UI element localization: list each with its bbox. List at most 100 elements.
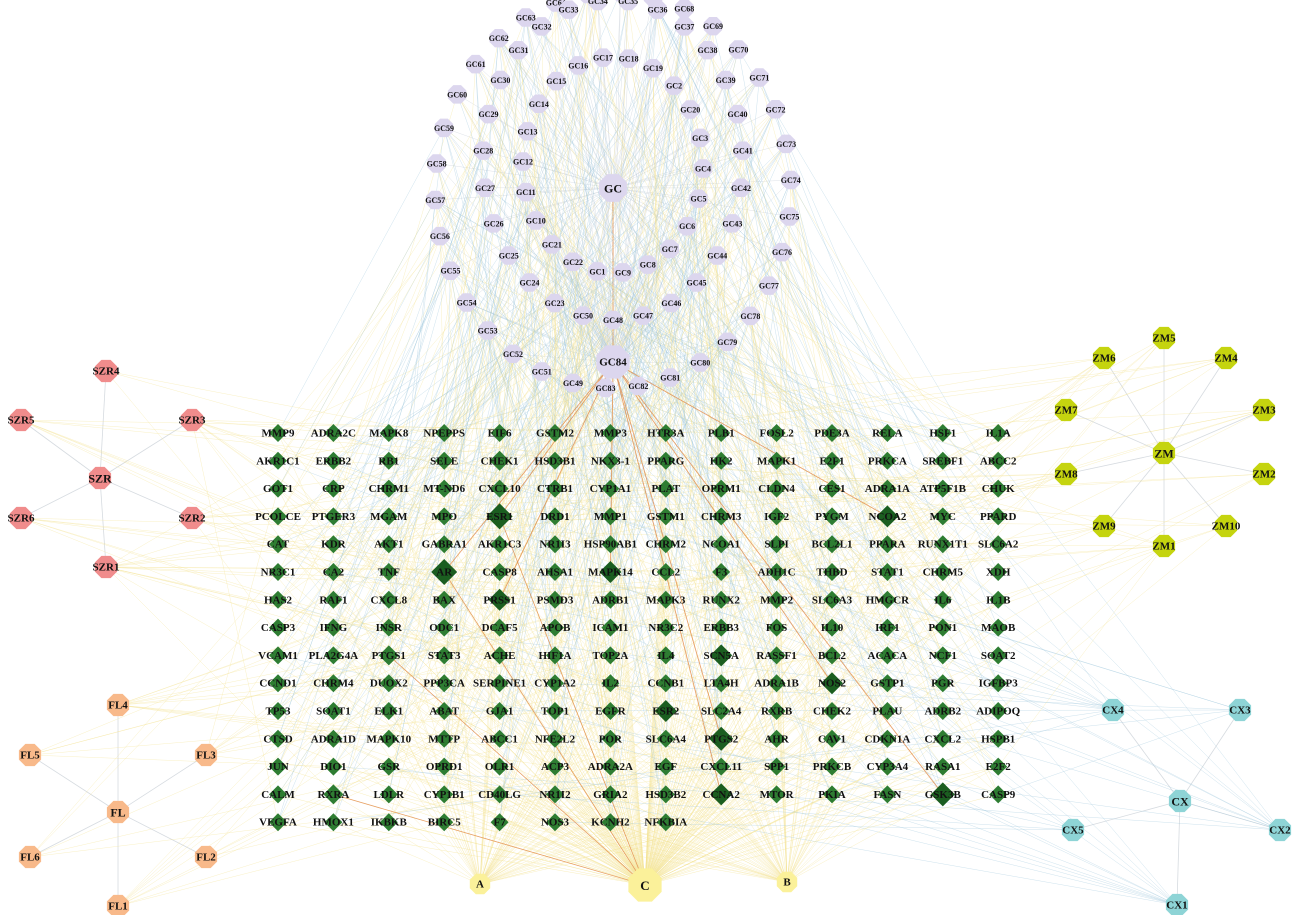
node-gc42[interactable]: GC42 <box>731 178 751 198</box>
node-gc8[interactable]: GC8 <box>638 255 658 274</box>
node-sele[interactable]: SELE <box>430 451 458 470</box>
node-il10[interactable]: IL10 <box>821 618 844 637</box>
node-duox2[interactable]: DUOX2 <box>370 674 408 693</box>
node-mapk1[interactable]: MAPK1 <box>757 451 796 470</box>
node-adrb2[interactable]: ADRB2 <box>924 702 962 720</box>
node-f7[interactable]: F7 <box>490 813 509 832</box>
node-gc73[interactable]: GC73 <box>776 134 796 154</box>
node-elk1[interactable]: ELK1 <box>374 702 403 720</box>
node-gsr[interactable]: GSR <box>377 757 401 776</box>
node-gc70[interactable]: GC70 <box>728 40 748 59</box>
node-apob[interactable]: APOB <box>540 618 571 637</box>
node-maob[interactable]: MAOB <box>981 618 1016 637</box>
node-cxcl10[interactable]: CXCL10 <box>479 479 522 498</box>
node-lta4h[interactable]: LTA4H <box>704 674 739 693</box>
node-gc60[interactable]: GC60 <box>447 85 467 104</box>
node-fl[interactable]: FL <box>106 800 130 824</box>
node-adrb1[interactable]: ADRB1 <box>592 590 629 609</box>
node-egf[interactable]: EGF <box>654 757 677 776</box>
node-mttp[interactable]: MTTP <box>428 729 460 748</box>
node-gstm2[interactable]: GSTM2 <box>536 424 574 442</box>
node-hif1a[interactable]: HIF1A <box>539 646 572 665</box>
node-cx3[interactable]: CX3 <box>1228 698 1251 722</box>
node-akr1c3[interactable]: AKR1C3 <box>478 535 522 554</box>
node-gc61[interactable]: GC61 <box>466 54 486 74</box>
node-pparg[interactable]: PPARG <box>647 451 685 470</box>
node-top2a[interactable]: TOP2A <box>592 646 628 665</box>
node-pon1[interactable]: PON1 <box>928 618 957 637</box>
node-adra1a[interactable]: ADRA1A <box>865 479 910 498</box>
node-mt-nd6[interactable]: MT-ND6 <box>423 479 466 498</box>
node-hsd3b2[interactable]: HSD3B2 <box>645 785 687 804</box>
node-abcc2[interactable]: ABCC2 <box>980 451 1017 470</box>
node-ncf1[interactable]: NCF1 <box>929 646 957 665</box>
node-slc2a4[interactable]: SLC2A4 <box>701 702 742 720</box>
node-abat[interactable]: ABAT <box>429 702 460 720</box>
node-dcaf5[interactable]: DCAF5 <box>482 618 519 637</box>
node-gc44[interactable]: GC44 <box>707 246 727 265</box>
node-gc53[interactable]: GC53 <box>478 321 498 340</box>
node-nr1i2[interactable]: NR1I2 <box>539 785 571 804</box>
node-e2f2[interactable]: E2F2 <box>986 757 1012 776</box>
node-ptgs2[interactable]: PTGS2 <box>704 726 739 751</box>
node-zm6[interactable]: ZM6 <box>1092 346 1116 370</box>
node-pde3a[interactable]: PDE3A <box>814 424 850 442</box>
node-cdkn1a[interactable]: CDKN1A <box>864 729 910 748</box>
node-calm[interactable]: CALM <box>261 785 295 804</box>
node-gc24[interactable]: GC24 <box>519 273 539 292</box>
node-gc1[interactable]: GC1 <box>588 262 607 281</box>
node-rassf1[interactable]: RASSF1 <box>756 646 797 665</box>
node-f3[interactable]: F3 <box>712 563 731 581</box>
node-pygm[interactable]: PYGM <box>815 507 849 526</box>
node-pla2g4a[interactable]: PLA2G4A <box>309 646 359 665</box>
node-chrm5[interactable]: CHRM5 <box>923 563 964 581</box>
node-irf1[interactable]: IRF1 <box>875 618 900 637</box>
node-gc58[interactable]: GC58 <box>427 154 447 173</box>
node-zm5[interactable]: ZM5 <box>1152 326 1176 350</box>
node-rela[interactable]: RELA <box>872 424 903 442</box>
node-gc15[interactable]: GC15 <box>546 71 566 91</box>
node-slc6a3[interactable]: SLC6A3 <box>812 590 853 609</box>
node-por[interactable]: POR <box>599 729 623 748</box>
node-gc79[interactable]: GC79 <box>717 332 737 351</box>
node-gc7[interactable]: GC7 <box>660 239 680 259</box>
node-gc71[interactable]: GC71 <box>749 68 769 87</box>
node-gc31[interactable]: GC31 <box>508 41 528 60</box>
node-akt1[interactable]: AKT1 <box>374 535 403 554</box>
node-gc72[interactable]: GC72 <box>766 100 786 119</box>
node-olr1[interactable]: OLR1 <box>485 757 514 776</box>
node-cxcl11[interactable]: CXCL11 <box>700 757 742 776</box>
node-insr[interactable]: INSR <box>376 618 403 637</box>
node-fl3[interactable]: FL3 <box>194 743 218 767</box>
node-hk2[interactable]: HK2 <box>710 451 733 470</box>
node-chek1[interactable]: CHEK1 <box>481 450 519 471</box>
node-gc37[interactable]: GC37 <box>674 17 694 36</box>
node-zm8[interactable]: ZM8 <box>1054 462 1078 486</box>
node-szr5[interactable]: SZR5 <box>8 408 35 432</box>
node-erbb3[interactable]: ERBB3 <box>703 618 739 637</box>
node-gc[interactable]: GC <box>599 174 627 202</box>
node-gc25[interactable]: GC25 <box>499 246 519 265</box>
node-zm2[interactable]: ZM2 <box>1252 462 1276 486</box>
node-gc29[interactable]: GC29 <box>478 104 498 124</box>
node-hmox1[interactable]: HMOX1 <box>313 813 354 832</box>
node-adra1d[interactable]: ADRA1D <box>311 729 356 748</box>
node-esr1[interactable]: ESR1 <box>486 503 513 530</box>
node-gc51[interactable]: GC51 <box>532 362 552 381</box>
node-zm4[interactable]: ZM4 <box>1214 346 1238 370</box>
node-ctsd[interactable]: CTSD <box>263 729 293 748</box>
node-oprd1[interactable]: OPRD1 <box>426 757 463 776</box>
node-ppara[interactable]: PPARA <box>869 535 906 554</box>
node-mmp9[interactable]: MMP9 <box>262 424 295 442</box>
node-gc12[interactable]: GC12 <box>513 152 533 171</box>
node-gc68[interactable]: GC68 <box>674 0 694 18</box>
node-mapk10[interactable]: MAPK10 <box>366 729 412 748</box>
node-chrm2[interactable]: CHRM2 <box>646 535 687 554</box>
node-fl6[interactable]: FL6 <box>18 845 42 869</box>
node-il1a[interactable]: IL1A <box>986 424 1011 442</box>
node-gc56[interactable]: GC56 <box>430 226 450 246</box>
node-fosl2[interactable]: FOSL2 <box>759 424 794 442</box>
node-il6[interactable]: IL6 <box>933 590 952 609</box>
node-mapk3[interactable]: MAPK3 <box>646 590 686 609</box>
node-chrm4[interactable]: CHRM4 <box>313 674 354 693</box>
